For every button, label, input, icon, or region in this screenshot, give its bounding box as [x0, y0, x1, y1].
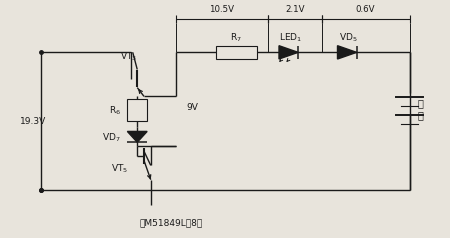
- Polygon shape: [127, 131, 147, 142]
- Text: 池: 池: [418, 110, 424, 120]
- Text: 2.1V: 2.1V: [285, 5, 305, 15]
- Text: VD$_5$: VD$_5$: [339, 32, 358, 44]
- Text: R$_7$: R$_7$: [230, 32, 242, 44]
- Text: LED$_1$: LED$_1$: [279, 32, 302, 44]
- Bar: [127, 99, 147, 121]
- Text: 接M51849L的8脚: 接M51849L的8脚: [140, 218, 202, 227]
- Text: VT$_5$: VT$_5$: [111, 163, 128, 175]
- Bar: [216, 46, 256, 59]
- Text: 10.5V: 10.5V: [209, 5, 234, 15]
- Polygon shape: [279, 46, 298, 59]
- Text: R$_6$: R$_6$: [109, 104, 121, 117]
- Polygon shape: [338, 46, 356, 59]
- Text: VT$_3$: VT$_3$: [120, 51, 137, 63]
- Text: 9V: 9V: [187, 103, 198, 112]
- Text: 0.6V: 0.6V: [356, 5, 375, 15]
- Text: 19.3V: 19.3V: [20, 117, 46, 126]
- Text: 电: 电: [418, 99, 424, 109]
- Text: VD$_7$: VD$_7$: [102, 132, 121, 144]
